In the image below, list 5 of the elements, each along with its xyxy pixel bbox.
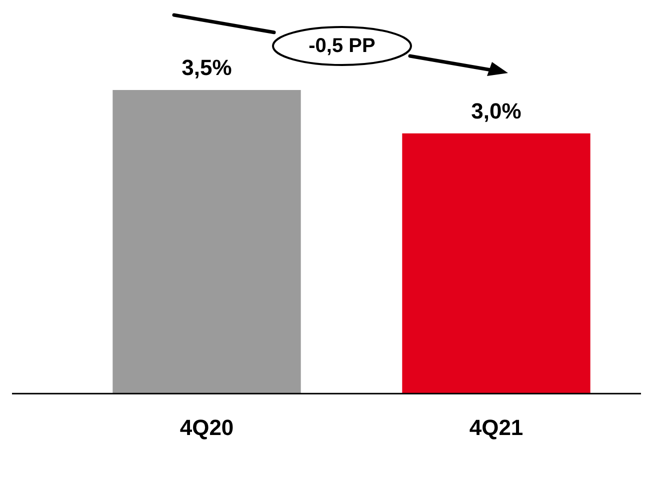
x-tick-label: 4Q21 — [469, 414, 524, 440]
data-label: 3,0% — [471, 98, 522, 124]
x-tick-label: 4Q20 — [180, 414, 234, 440]
data-label: 3,5% — [182, 55, 232, 80]
text: -0,5 PP — [272, 26, 412, 66]
